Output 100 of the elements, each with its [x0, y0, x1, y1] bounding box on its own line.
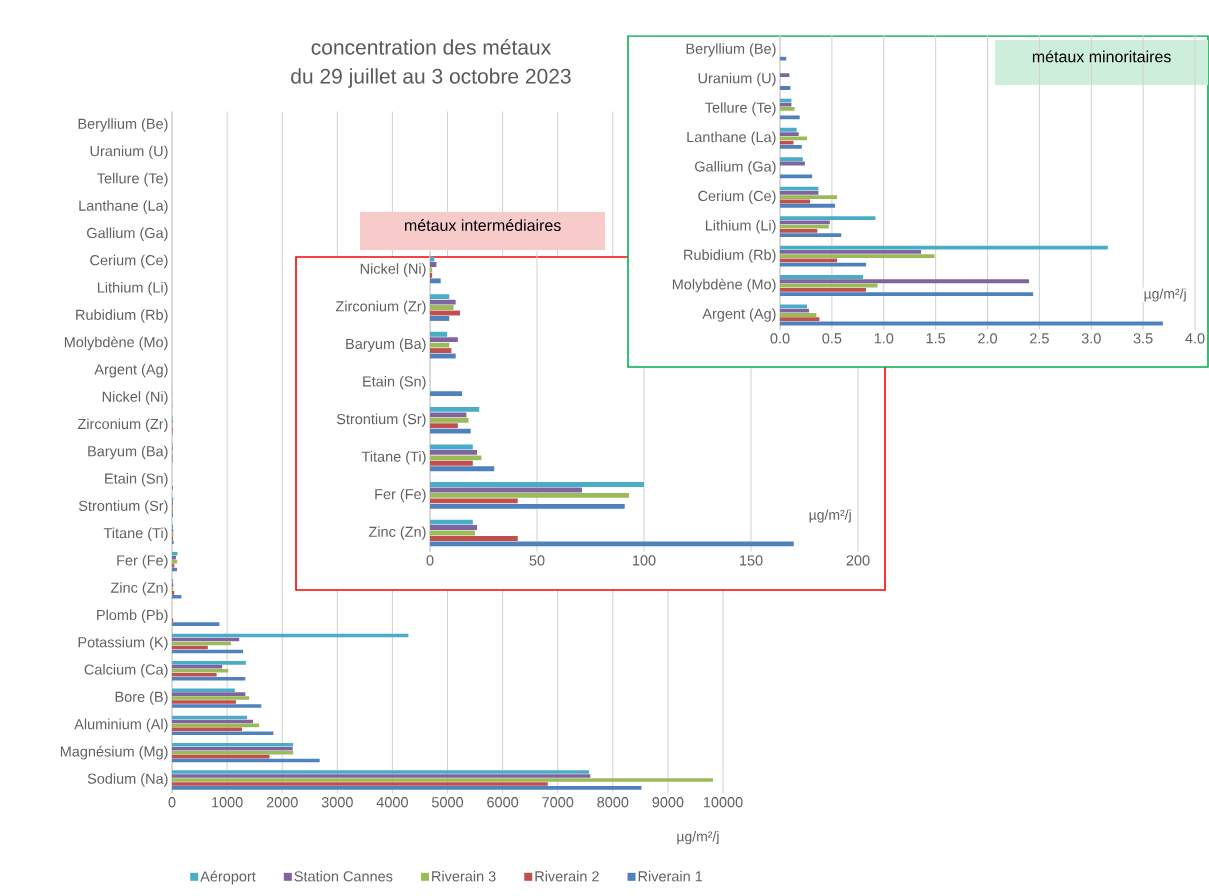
x-tick-label: 4000	[376, 797, 408, 808]
bar	[780, 127, 797, 132]
legend-label: Riverain 3	[432, 870, 496, 882]
y-tick-label: Zirconium (Zr)	[77, 418, 168, 432]
chart-title: métaux intermédiaires	[405, 219, 561, 232]
y-tick-label: Magnésium (Mg)	[60, 745, 168, 760]
bar	[780, 220, 830, 225]
y-tick-label: Baryum (Ba)	[346, 338, 426, 352]
bar	[172, 595, 182, 599]
bar	[430, 299, 456, 305]
bar	[172, 551, 178, 556]
y-tick-label: Etain (Sn)	[105, 473, 168, 487]
bar	[780, 233, 842, 238]
y-tick-label: Baryum (Ba)	[88, 445, 168, 460]
bar	[430, 492, 630, 498]
y-tick-label: Rubidium (Rb)	[76, 309, 168, 323]
bar	[430, 342, 450, 348]
x-tick-label: 7000	[542, 797, 574, 808]
bar	[780, 216, 876, 221]
y-tick-label: Strontium (Sr)	[78, 500, 168, 514]
bar	[430, 455, 482, 461]
bar	[780, 249, 922, 254]
bar	[780, 292, 1034, 296]
y-tick-label: Rubidium (Rb)	[684, 249, 776, 263]
x-tick-label: 6000	[487, 797, 519, 808]
x-tick-label: 200	[846, 555, 870, 566]
x-tick-label: 2.5	[1030, 333, 1049, 344]
bar	[780, 132, 799, 136]
y-tick-label: Uranium (U)	[698, 72, 776, 87]
bar	[780, 144, 802, 149]
bar	[172, 622, 220, 626]
x-tick-label: 4.0	[1185, 333, 1205, 344]
bar	[430, 525, 478, 530]
bar	[172, 700, 236, 704]
bar	[780, 106, 795, 111]
x-axis-title: µg/m²/j	[809, 509, 851, 523]
x-tick-label: 10000	[703, 797, 743, 808]
chart-subtitle: du 29 juillet au 3 octobre 2023	[291, 68, 571, 88]
y-tick-label: Bore (B)	[115, 691, 168, 705]
bar	[780, 102, 792, 107]
x-tick-label: 3000	[321, 797, 353, 808]
bar	[780, 224, 829, 229]
bar	[780, 308, 810, 313]
y-tick-label: Plomb (Pb)	[97, 609, 168, 623]
bar	[430, 536, 518, 541]
bar	[780, 313, 817, 317]
y-tick-label: Gallium (Ga)	[695, 161, 776, 175]
y-tick-label: Lanthane (La)	[687, 131, 776, 146]
bar	[780, 140, 794, 145]
x-tick-label: 0.5	[822, 333, 842, 344]
bar	[430, 466, 495, 472]
x-tick-label: 150	[740, 555, 763, 566]
x-tick-label: 100	[633, 555, 656, 566]
y-tick-label: Titane (Ti)	[103, 527, 168, 542]
x-axis-title: µg/m²/j	[1144, 288, 1186, 302]
bar	[780, 174, 813, 179]
x-tick-label: 1.5	[926, 333, 946, 344]
bar	[780, 229, 818, 233]
bar	[430, 337, 458, 343]
bar	[172, 672, 217, 677]
bar	[430, 503, 625, 509]
bar	[780, 275, 864, 279]
y-tick-label: Molybdène (Mo)	[672, 278, 776, 293]
bar	[430, 331, 448, 337]
x-axis-title: µg/m²/j	[677, 831, 719, 845]
y-tick-label: Argent (Ag)	[702, 308, 776, 322]
x-tick-label: 0	[426, 555, 434, 566]
bar	[430, 541, 794, 547]
bar	[780, 191, 819, 195]
bar	[172, 704, 262, 708]
y-tick-label: Etain (Sn)	[363, 375, 426, 390]
y-tick-label: Cerium (Ce)	[90, 254, 168, 269]
y-tick-label: Calcium (Ca)	[84, 664, 168, 678]
bar	[780, 186, 819, 191]
y-tick-label: Strontium (Sr)	[336, 413, 426, 428]
x-tick-label: 3.5	[1133, 333, 1153, 344]
y-tick-label: Argent (Ag)	[94, 363, 168, 378]
bar	[172, 742, 294, 747]
x-tick-label: 3.0	[1081, 333, 1101, 344]
y-tick-label: Beryllium (Be)	[686, 43, 776, 57]
bar	[172, 688, 235, 692]
y-tick-label: Beryllium (Be)	[78, 118, 168, 132]
bar	[780, 203, 835, 208]
legend-label: Riverain 2	[535, 870, 599, 882]
y-tick-label: Molybdène (Mo)	[64, 336, 168, 351]
bar	[172, 661, 246, 665]
x-tick-label: 2.0	[978, 333, 998, 344]
x-tick-label: 1.0	[874, 333, 894, 344]
bar	[430, 272, 433, 278]
y-tick-label: Zirconium (Zr)	[335, 300, 426, 315]
y-tick-label: Lithium (Li)	[97, 282, 168, 296]
bar	[172, 770, 590, 774]
y-tick-label: Uranium (U)	[90, 145, 168, 160]
x-tick-label: 5000	[431, 797, 464, 808]
bar	[430, 482, 645, 487]
bar	[430, 519, 473, 525]
y-tick-label: Tellure (Te)	[705, 102, 776, 116]
bar	[430, 449, 478, 455]
y-tick-label: Nickel (Ni)	[360, 263, 426, 277]
bar	[430, 278, 441, 284]
